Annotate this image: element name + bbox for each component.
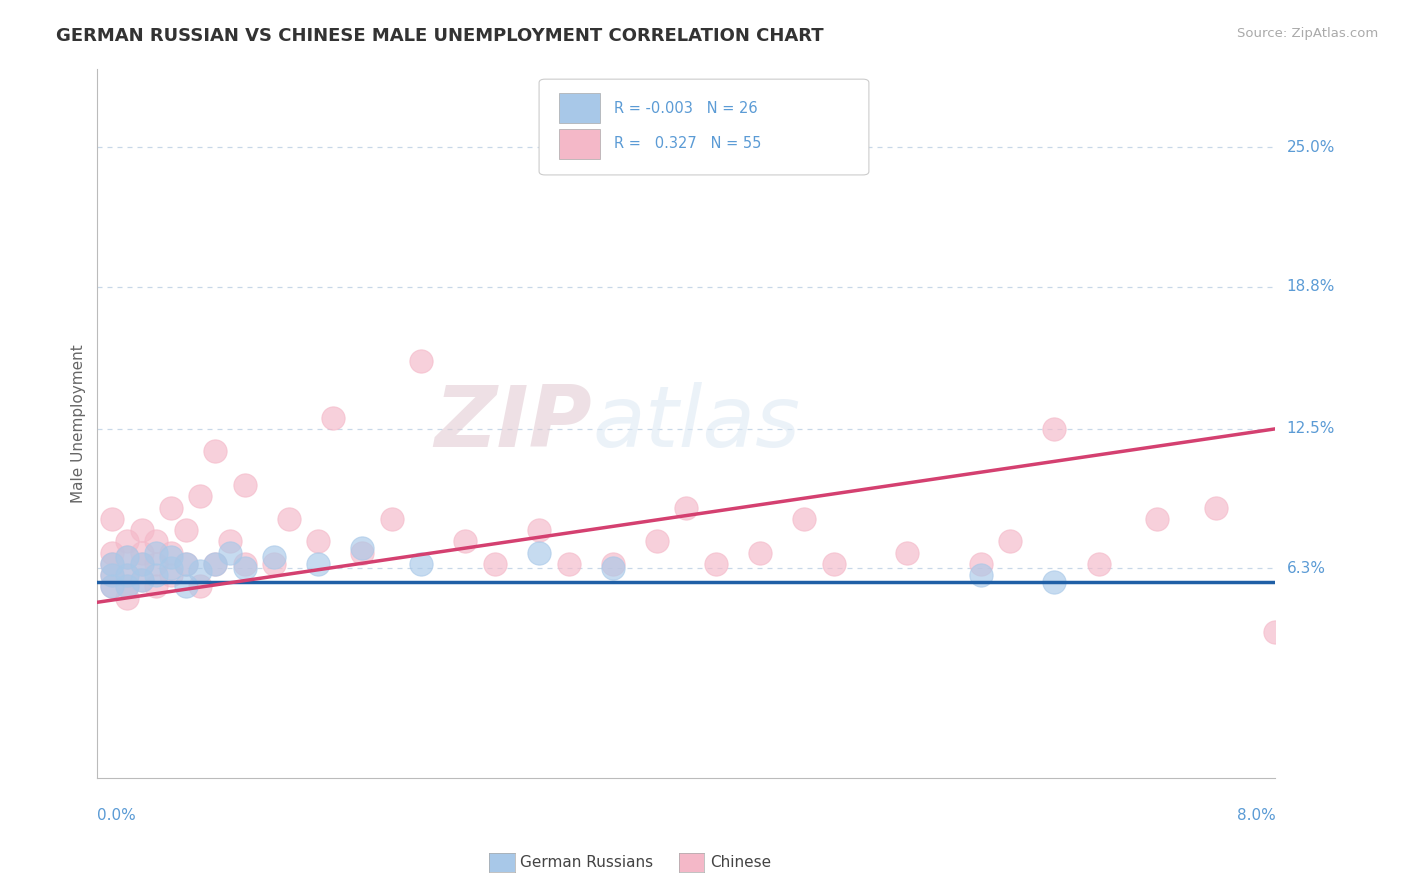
Point bbox=[115, 568, 138, 582]
Point bbox=[115, 550, 138, 565]
Point bbox=[101, 568, 124, 582]
Point bbox=[381, 512, 404, 526]
Point bbox=[131, 573, 153, 587]
Point bbox=[263, 550, 285, 565]
Point bbox=[1000, 534, 1022, 549]
Point bbox=[190, 490, 212, 504]
Point bbox=[174, 557, 197, 571]
Point bbox=[131, 557, 153, 571]
Point bbox=[115, 580, 138, 594]
Point bbox=[352, 546, 374, 560]
Point bbox=[145, 568, 167, 582]
Text: R =   0.327   N = 55: R = 0.327 N = 55 bbox=[614, 136, 762, 152]
Point bbox=[233, 561, 256, 575]
Text: 25.0%: 25.0% bbox=[1286, 140, 1334, 155]
Point bbox=[145, 534, 167, 549]
Point bbox=[174, 523, 197, 537]
Text: Chinese: Chinese bbox=[710, 855, 770, 870]
Point bbox=[101, 580, 124, 594]
Point bbox=[101, 557, 124, 571]
Point bbox=[131, 573, 153, 587]
Point bbox=[411, 557, 433, 571]
Point bbox=[131, 557, 153, 571]
Point bbox=[115, 580, 138, 594]
Point bbox=[131, 523, 153, 537]
Text: 0.0%: 0.0% bbox=[97, 808, 136, 823]
Point bbox=[160, 500, 183, 515]
Point bbox=[322, 410, 344, 425]
Point bbox=[1043, 574, 1066, 589]
Point bbox=[645, 534, 668, 549]
Point bbox=[454, 534, 477, 549]
Point bbox=[307, 557, 329, 571]
Point bbox=[704, 557, 727, 571]
Point bbox=[970, 568, 993, 582]
Point bbox=[190, 580, 212, 594]
Text: Source: ZipAtlas.com: Source: ZipAtlas.com bbox=[1237, 27, 1378, 40]
Y-axis label: Male Unemployment: Male Unemployment bbox=[72, 343, 86, 502]
Point bbox=[277, 512, 299, 526]
Point bbox=[160, 561, 183, 575]
FancyBboxPatch shape bbox=[538, 79, 869, 175]
Bar bbox=[560, 128, 600, 159]
Point bbox=[218, 534, 240, 549]
Point bbox=[204, 557, 226, 571]
Text: atlas: atlas bbox=[592, 382, 800, 465]
Point bbox=[896, 546, 918, 560]
Point bbox=[675, 500, 697, 515]
Text: ZIP: ZIP bbox=[434, 382, 592, 465]
Point bbox=[793, 512, 815, 526]
Point bbox=[115, 568, 138, 582]
Point bbox=[1205, 500, 1227, 515]
Point bbox=[484, 557, 506, 571]
Text: 6.3%: 6.3% bbox=[1286, 561, 1326, 576]
Point bbox=[160, 550, 183, 565]
Point bbox=[557, 557, 579, 571]
Point bbox=[602, 561, 624, 575]
Point bbox=[115, 534, 138, 549]
Point bbox=[174, 557, 197, 571]
Point bbox=[527, 523, 550, 537]
Point bbox=[131, 546, 153, 560]
Point bbox=[115, 550, 138, 565]
Text: 8.0%: 8.0% bbox=[1236, 808, 1275, 823]
Point bbox=[233, 478, 256, 492]
Text: 18.8%: 18.8% bbox=[1286, 279, 1334, 294]
Point bbox=[190, 564, 212, 578]
Point bbox=[101, 546, 124, 560]
Point bbox=[411, 354, 433, 368]
Text: GERMAN RUSSIAN VS CHINESE MALE UNEMPLOYMENT CORRELATION CHART: GERMAN RUSSIAN VS CHINESE MALE UNEMPLOYM… bbox=[56, 27, 824, 45]
Point bbox=[101, 580, 124, 594]
Point bbox=[101, 557, 124, 571]
Point bbox=[263, 557, 285, 571]
Point bbox=[115, 591, 138, 605]
Point bbox=[204, 557, 226, 571]
Point bbox=[145, 580, 167, 594]
Point bbox=[602, 557, 624, 571]
Point bbox=[823, 557, 845, 571]
Point bbox=[527, 546, 550, 560]
Point bbox=[101, 512, 124, 526]
Point bbox=[218, 546, 240, 560]
Point bbox=[204, 444, 226, 458]
Text: 12.5%: 12.5% bbox=[1286, 421, 1334, 436]
Point bbox=[970, 557, 993, 571]
Point bbox=[145, 557, 167, 571]
Point bbox=[174, 580, 197, 594]
Bar bbox=[560, 94, 600, 123]
Point bbox=[233, 557, 256, 571]
Text: German Russians: German Russians bbox=[520, 855, 654, 870]
Point bbox=[352, 541, 374, 556]
Point bbox=[1087, 557, 1109, 571]
Point bbox=[1146, 512, 1168, 526]
Point bbox=[748, 546, 770, 560]
Point bbox=[307, 534, 329, 549]
Text: R = -0.003   N = 26: R = -0.003 N = 26 bbox=[614, 101, 758, 116]
Point bbox=[1043, 422, 1066, 436]
Point bbox=[1264, 624, 1286, 639]
Point bbox=[101, 568, 124, 582]
Point bbox=[160, 568, 183, 582]
Point bbox=[160, 546, 183, 560]
Point bbox=[145, 546, 167, 560]
